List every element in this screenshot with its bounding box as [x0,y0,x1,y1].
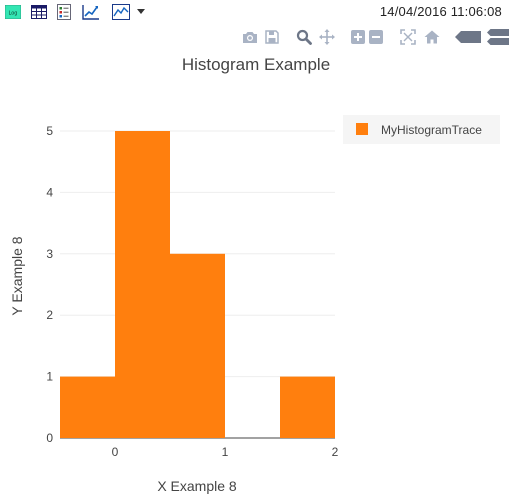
zoom-in-icon[interactable] [348,27,368,47]
histogram-bar[interactable] [280,376,335,438]
histogram-bar[interactable] [170,253,225,438]
save-icon[interactable] [262,27,282,47]
autoscale-icon[interactable] [398,27,418,47]
legend-swatch[interactable] [356,123,368,135]
x-tick-label: 2 [332,445,339,459]
dropdown-icon[interactable] [132,3,150,21]
y-tick-label: 4 [46,185,53,199]
camera-icon[interactable] [240,27,260,47]
pan-icon[interactable] [317,27,337,47]
list-icon[interactable] [55,3,73,21]
histogram-bar[interactable] [60,376,115,438]
hover-closest-icon[interactable] [454,27,482,47]
home-icon[interactable] [422,27,442,47]
x-tick-labels: 0 1 2 [112,445,339,459]
y-tick-label: 0 [46,431,53,445]
y-tick-label: 5 [46,124,53,138]
table-icon[interactable] [30,3,48,21]
y-axis-title: Y Example 8 [9,236,25,315]
legend-label[interactable]: MyHistogramTrace [381,123,482,137]
legend: MyHistogramTrace [343,115,500,144]
histogram-bar[interactable] [115,131,170,438]
hover-compare-icon[interactable] [486,27,510,47]
log-label: Log [9,11,18,17]
app-toolbar: Log [0,0,516,24]
x-tick-label: 1 [222,445,229,459]
zoom-icon[interactable] [294,27,314,47]
legend-box [343,115,500,144]
log-icon[interactable]: Log [4,3,22,21]
x-tick-label: 0 [112,445,119,459]
modebar [240,27,516,49]
y-tick-labels: 0 1 2 3 4 5 [46,124,53,445]
area-chart-icon[interactable] [112,3,130,21]
timestamp: 14/04/2016 11:06:08 [379,4,502,19]
bars-layer [60,131,335,438]
y-tick-label: 1 [46,370,53,384]
line-chart-icon[interactable] [82,3,100,21]
y-tick-label: 3 [46,247,53,261]
x-axis-title: X Example 8 [157,478,237,494]
y-tick-label: 2 [46,308,53,322]
zoom-out-icon[interactable] [366,27,386,47]
chart-title: Histogram Example [182,55,330,74]
